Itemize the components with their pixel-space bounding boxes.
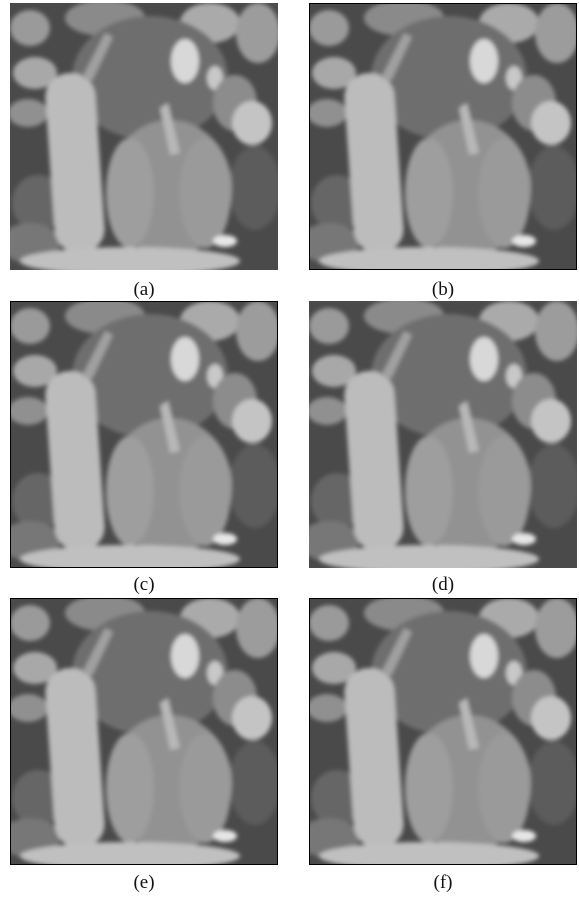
- image-panel: [309, 598, 577, 865]
- caption: (e): [133, 872, 155, 893]
- caption: (c): [133, 574, 155, 595]
- caption: (d): [431, 574, 455, 595]
- caption: (b): [431, 279, 455, 300]
- image-panel: [10, 3, 278, 270]
- caption: (a): [133, 279, 155, 300]
- caption: (f): [433, 872, 453, 893]
- image-panel: [10, 301, 278, 568]
- image-panel: [10, 598, 278, 865]
- image-panel: [309, 301, 577, 568]
- image-panel: [309, 3, 577, 270]
